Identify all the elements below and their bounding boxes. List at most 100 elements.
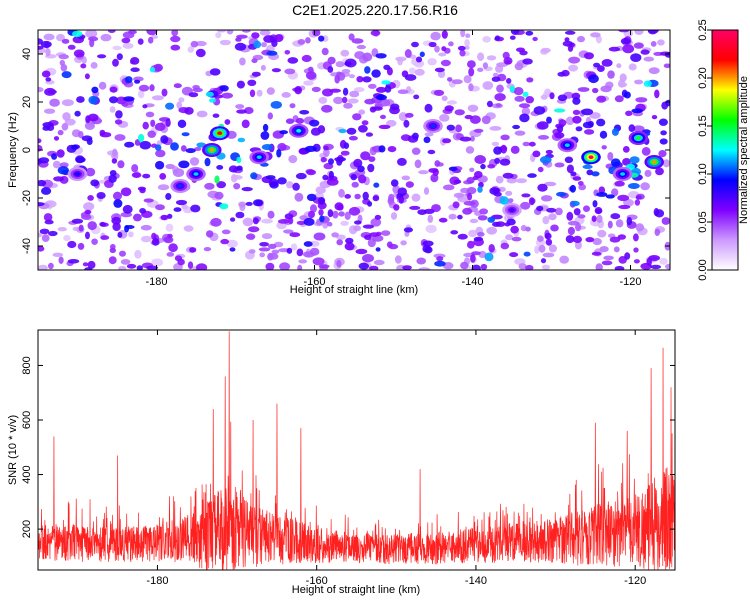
heatmap-cell (128, 231, 134, 238)
heatmap-cell (460, 261, 469, 270)
heatmap-cell (148, 36, 154, 44)
heatmap-cell (617, 234, 626, 240)
heatmap-cell (266, 50, 278, 56)
heatmap-cell (556, 191, 567, 197)
heatmap-y-tick-label: 20 (21, 96, 33, 108)
heatmap-cell (165, 163, 175, 170)
heatmap-cell (386, 241, 393, 248)
heatmap-cell (53, 176, 65, 182)
heatmap-cell (404, 74, 417, 81)
heatmap-cell (99, 221, 106, 227)
heatmap-cell (577, 35, 585, 43)
heatmap-cell (635, 223, 644, 232)
heatmap-cell (599, 246, 609, 253)
heatmap-cell (39, 228, 50, 235)
heatmap-cell (209, 98, 216, 103)
heatmap-cell (226, 239, 238, 248)
heatmap-cell (139, 208, 147, 214)
heatmap-cell (635, 97, 648, 103)
heatmap-cell (265, 262, 275, 270)
heatmap-cell (124, 76, 133, 84)
heatmap-cell (609, 236, 621, 243)
heatmap-cell (373, 182, 380, 188)
heatmap-hotspot (296, 129, 302, 133)
heatmap-cell (658, 150, 667, 158)
heatmap-cell (416, 257, 427, 265)
heatmap-cell (100, 235, 110, 240)
heatmap-cell (113, 191, 122, 201)
heatmap-cell (303, 80, 314, 86)
heatmap-cell (87, 260, 96, 269)
heatmap-cell (85, 167, 96, 177)
heatmap-cell (607, 220, 613, 229)
heatmap-cell (395, 56, 407, 62)
heatmap-cell (518, 263, 527, 270)
heatmap-cell (369, 232, 380, 237)
heatmap-cell (349, 90, 360, 98)
heatmap-cell (654, 89, 660, 99)
heatmap-cell (477, 215, 488, 221)
heatmap-cell (174, 255, 183, 262)
heatmap-cell (61, 123, 69, 131)
heatmap-cell (347, 98, 359, 104)
heatmap-cell (532, 36, 538, 42)
heatmap-cell (357, 165, 365, 173)
heatmap-cell (313, 232, 326, 241)
heatmap-cell (82, 262, 89, 267)
heatmap-cell (521, 107, 531, 116)
heatmap-cell (353, 158, 363, 168)
heatmap-cell (334, 74, 341, 84)
heatmap-cell (62, 112, 71, 121)
heatmap-cell (362, 224, 375, 229)
heatmap-cell (221, 92, 233, 99)
heatmap-cell (281, 92, 291, 98)
heatmap-cell (468, 229, 477, 238)
heatmap-cell (361, 120, 369, 126)
heatmap-cell (390, 179, 399, 187)
heatmap-cell (87, 195, 94, 201)
heatmap-cell (217, 30, 227, 33)
heatmap-cell (109, 170, 117, 176)
heatmap-cell (589, 112, 601, 119)
heatmap-cell (109, 96, 118, 104)
heatmap-cell (454, 109, 465, 116)
heatmap-cell (467, 192, 473, 201)
heatmap-cell (260, 64, 266, 71)
heatmap-cell (505, 190, 513, 196)
heatmap-cell (139, 140, 151, 150)
heatmap-cell (512, 124, 520, 130)
colorbar-tick-label: 0.10 (697, 163, 709, 184)
snr-frame (37, 329, 676, 571)
heatmap-cell (304, 145, 317, 152)
heatmap-cell (203, 247, 212, 252)
heatmap-cell (178, 160, 190, 169)
heatmap-cell (414, 159, 422, 169)
colorbar-tick-label: 0.20 (697, 67, 709, 88)
heatmap-cell (464, 114, 473, 120)
heatmap-cell (149, 84, 155, 92)
heatmap-cell (619, 73, 627, 82)
heatmap-cell (286, 181, 294, 189)
heatmap-cell (348, 33, 355, 41)
heatmap-cell (570, 171, 577, 177)
heatmap-cell (303, 217, 315, 226)
heatmap-cell (276, 148, 282, 158)
heatmap-cell (633, 42, 644, 49)
heatmap-cell (328, 158, 334, 165)
heatmap-cell (165, 102, 175, 110)
heatmap-cell (353, 225, 361, 232)
heatmap-cell (84, 121, 95, 130)
heatmap-cell (44, 108, 56, 114)
heatmap-cell (557, 94, 568, 102)
heatmap-cell (269, 181, 279, 189)
heatmap-cell (341, 69, 351, 74)
heatmap-cell (241, 119, 250, 129)
heatmap-cell (41, 234, 50, 243)
heatmap-cell (142, 121, 149, 130)
heatmap-cell (574, 240, 582, 250)
heatmap-cell (500, 242, 510, 250)
heatmap-cell (482, 62, 488, 69)
heatmap-hotspot (430, 124, 436, 128)
heatmap-cell (72, 30, 83, 38)
heatmap-cell (305, 71, 317, 80)
